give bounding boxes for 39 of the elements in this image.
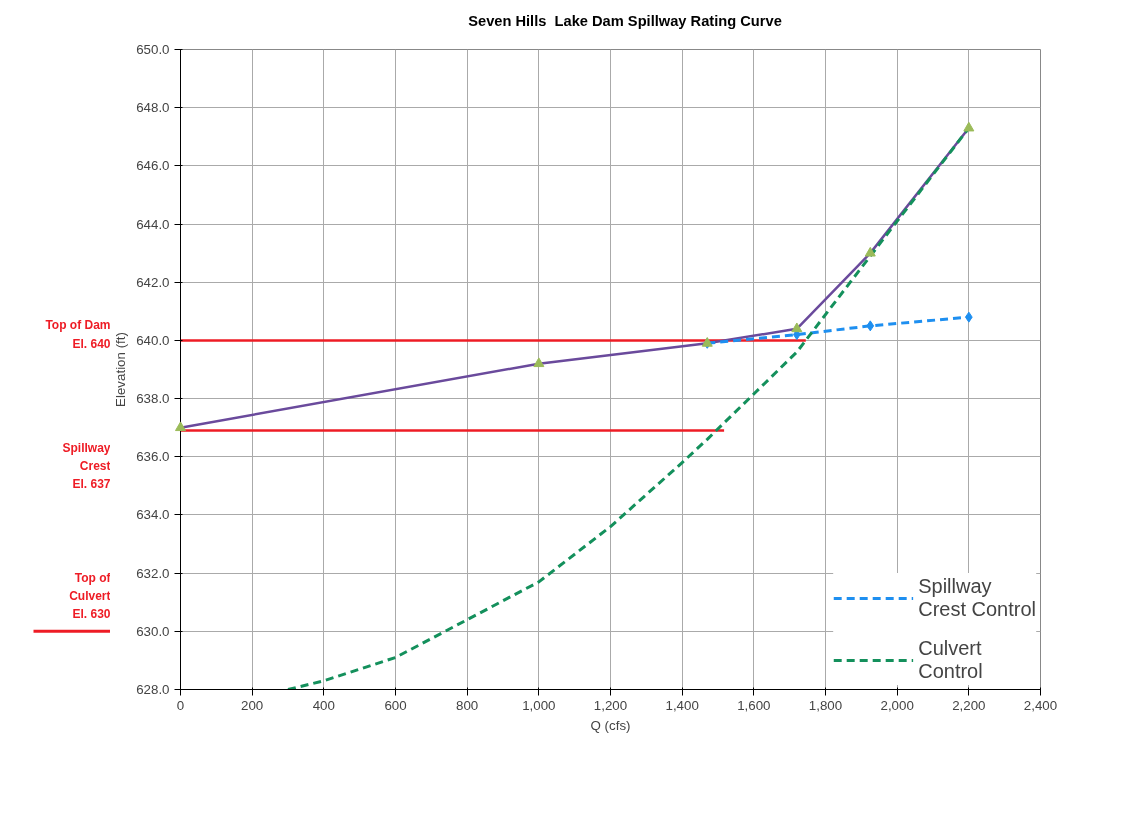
ref-line-label: Top of Culvert El. 630 bbox=[69, 570, 112, 622]
x-tick-label: 1,800 bbox=[808, 697, 843, 713]
y-tick-label: 630.0 bbox=[136, 623, 170, 639]
x-tick-label: 800 bbox=[456, 697, 479, 713]
y-tick-label: 638.0 bbox=[136, 391, 170, 407]
point bbox=[864, 246, 876, 257]
y-tick-label: 634.0 bbox=[136, 507, 170, 523]
text: Spillway Crest El. 637 bbox=[62, 440, 111, 492]
y-tick-label: 632.0 bbox=[136, 565, 170, 581]
x-tick-label: 2,400 bbox=[1023, 697, 1058, 713]
x-tick-label: 2,000 bbox=[880, 697, 914, 713]
y-tick-label: 628.0 bbox=[136, 681, 170, 697]
point bbox=[175, 421, 186, 432]
y-tick-label: 644.0 bbox=[136, 216, 170, 232]
y-tick-label: 646.0 bbox=[136, 158, 170, 174]
x-tick-label: 1,000 bbox=[522, 697, 556, 713]
text: Top of Dam El. 640 bbox=[45, 318, 111, 351]
point bbox=[791, 322, 803, 333]
y-tick-label: 642.0 bbox=[136, 274, 170, 290]
legend-label: Spillway Crest Control bbox=[918, 573, 1036, 622]
x-tick-label: 2,200 bbox=[952, 697, 986, 713]
y-tick-label: 640.0 bbox=[136, 332, 170, 348]
x-tick-label: 200 bbox=[241, 697, 264, 713]
point bbox=[963, 121, 975, 132]
x-tick-label: 400 bbox=[312, 697, 335, 713]
y-tick-label: 650.0 bbox=[136, 41, 170, 57]
point bbox=[866, 320, 875, 332]
chart-title: Seven Hills Lake Dam Spillway Rating Curve bbox=[468, 12, 782, 31]
legend-label: Culvert Control bbox=[918, 635, 983, 684]
x-tick-label: 1,200 bbox=[593, 697, 628, 713]
y-tick-label: 648.0 bbox=[136, 100, 170, 116]
x-tick-label: 0 bbox=[176, 697, 185, 713]
point bbox=[533, 357, 545, 368]
y-tick-label: 636.0 bbox=[136, 449, 170, 465]
x-tick-label: 600 bbox=[384, 697, 407, 713]
x-tick-label: 1,600 bbox=[737, 697, 771, 713]
x-tick-label: 1,400 bbox=[665, 697, 699, 713]
x-axis-title: Q (cfs) bbox=[590, 717, 631, 733]
y-axis-title: Elevation (ft) bbox=[113, 332, 129, 407]
